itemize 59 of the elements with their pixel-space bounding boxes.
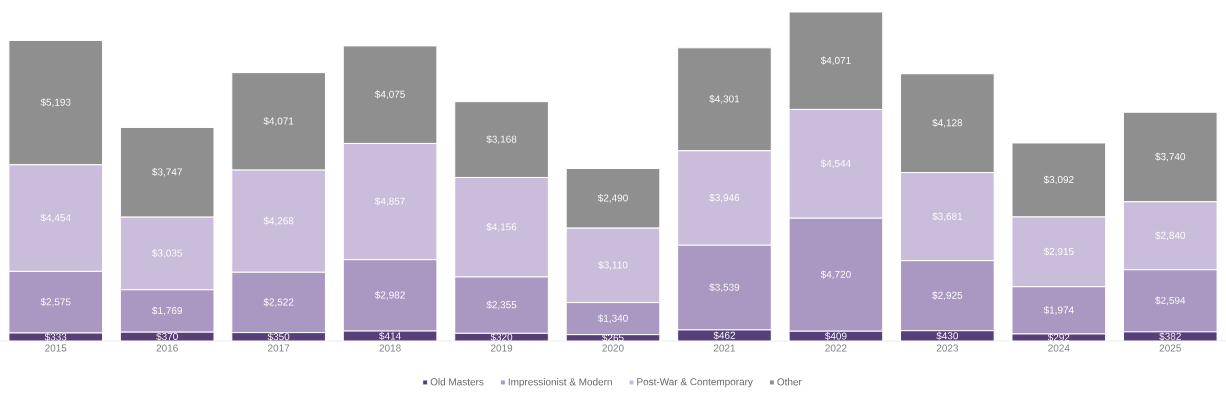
data-label: $4,544: [820, 159, 851, 169]
data-label: $3,740: [1155, 152, 1186, 162]
legend-label: Other: [777, 378, 802, 386]
data-label: $3,539: [709, 283, 740, 292]
data-label: $3,681: [932, 212, 963, 221]
x-tick-label: 2020: [602, 344, 624, 352]
data-label: $414: [379, 332, 401, 341]
x-tick-label: 2017: [268, 344, 290, 352]
data-label: $409: [824, 332, 847, 341]
data-label: $2,490: [597, 194, 628, 203]
data-label: $4,301: [709, 94, 740, 104]
data-label: $4,071: [820, 56, 851, 66]
data-label: $4,454: [40, 213, 71, 223]
data-label: $1,974: [1043, 306, 1074, 315]
data-label: $2,522: [263, 298, 294, 307]
data-label: $370: [156, 332, 178, 341]
data-label: $430: [936, 331, 959, 340]
data-label: $3,946: [709, 193, 740, 203]
data-label: $2,840: [1155, 231, 1186, 241]
data-label: $320: [490, 333, 513, 342]
data-label: $350: [267, 332, 290, 341]
data-label: $3,168: [486, 135, 517, 144]
data-label: $2,355: [486, 300, 517, 310]
data-label: $3,092: [1043, 175, 1074, 185]
data-label: $3,035: [152, 249, 182, 258]
x-tick-label: 2016: [156, 344, 178, 352]
data-label: $2,982: [374, 291, 405, 300]
data-label: $333: [44, 332, 67, 342]
x-tick-label: 2024: [1048, 344, 1070, 352]
x-tick-label: 2022: [825, 344, 847, 352]
x-tick-label: 2018: [379, 344, 401, 352]
data-label: $4,720: [820, 270, 851, 280]
legend-label: Post-War & Contemporary: [637, 378, 753, 388]
data-label: $3,747: [152, 167, 182, 177]
x-tick-label: 2021: [713, 344, 736, 352]
data-label: $4,071: [263, 117, 294, 126]
data-label: $2,594: [1155, 296, 1186, 306]
x-tick-label: 2015: [45, 344, 67, 352]
data-label: $382: [1159, 332, 1181, 341]
x-tick-label: 2023: [936, 344, 959, 352]
x-tick-label: 2025: [1159, 344, 1181, 352]
data-label: $2,915: [1043, 247, 1074, 257]
data-label: $4,156: [486, 222, 517, 232]
data-label: $4,857: [374, 197, 405, 206]
data-label: $1,340: [597, 314, 628, 323]
data-label: $4,075: [374, 90, 405, 99]
data-label: $4,268: [263, 216, 294, 226]
data-label: $5,193: [40, 98, 71, 107]
data-label: $1,769: [152, 306, 182, 316]
data-label: $462: [713, 331, 736, 340]
data-label: $2,575: [40, 297, 71, 307]
data-label: $4,128: [932, 118, 963, 128]
data-label: $292: [1047, 333, 1070, 342]
legend-label: Old Masters: [430, 378, 484, 386]
legend-label: Impressionist & Modern: [508, 378, 612, 388]
data-label: $265: [602, 333, 624, 342]
data-label: $2,925: [932, 291, 963, 301]
data-label: $3,110: [598, 261, 628, 270]
x-tick-label: 2019: [490, 344, 513, 352]
